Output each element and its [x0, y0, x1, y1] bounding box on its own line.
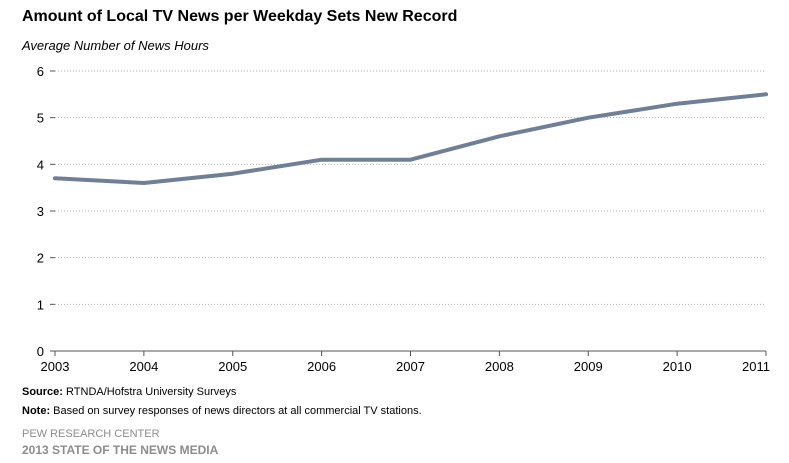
organization-name: PEW RESEARCH CENTER	[22, 428, 160, 440]
x-tick-label: 2006	[307, 359, 336, 374]
source-note: Source: RTNDA/Hofstra University Surveys	[22, 386, 236, 398]
source-label: Source:	[22, 386, 63, 398]
chart-subtitle: Average Number of News Hours	[22, 38, 209, 53]
note-text: Based on survey responses of news direct…	[53, 405, 422, 417]
y-tick-label: 6	[37, 64, 44, 79]
y-tick-label: 5	[37, 111, 44, 126]
x-tick-label: 2011	[742, 359, 770, 374]
report-name: 2013 STATE OF THE NEWS MEDIA	[22, 443, 219, 457]
x-tick-label: 2003	[41, 359, 70, 374]
series-layer	[53, 92, 768, 185]
y-axis-ticks: 0 1 2 3 4 5 6	[37, 64, 55, 359]
y-tick-label: 1	[37, 297, 44, 312]
source-text: RTNDA/Hofstra University Surveys	[66, 386, 237, 398]
x-tick-label: 2008	[485, 359, 514, 374]
note-label: Note:	[22, 405, 51, 417]
x-tick-label: 2010	[663, 359, 692, 374]
x-tick-label: 2005	[218, 359, 247, 374]
series-line	[53, 92, 768, 185]
y-tick-label: 4	[37, 157, 44, 172]
x-axis-ticks: 2003 2004 2005 2006 2007 2008 2009 2010 2011	[41, 351, 770, 374]
y-tick-label: 2	[37, 251, 44, 266]
x-tick-label: 2009	[574, 359, 603, 374]
y-tick-label: 3	[37, 204, 44, 219]
x-tick-label: 2007	[396, 359, 425, 374]
chart-title: Amount of Local TV News per Weekday Sets…	[22, 8, 458, 25]
methodology-note: Note: Based on survey responses of news …	[22, 405, 422, 417]
y-tick-label: 0	[37, 344, 44, 359]
x-tick-label: 2004	[129, 359, 158, 374]
